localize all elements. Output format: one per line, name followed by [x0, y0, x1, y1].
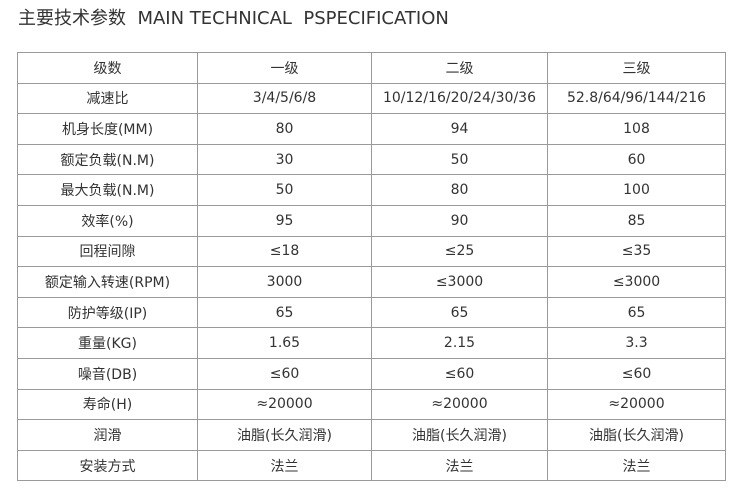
cell: 65: [197, 296, 372, 329]
cell: 30: [197, 143, 372, 176]
cell: 60: [547, 143, 726, 176]
cell: 噪音(DB): [17, 357, 198, 390]
cell: ≤3000: [547, 266, 726, 298]
cell: 效率(%): [17, 204, 198, 237]
cell: 50: [371, 143, 548, 176]
table-row: 润滑 油脂(长久润滑) 油脂(长久润滑) 油脂(长久润滑): [17, 419, 726, 451]
cell: 油脂(长久润滑): [547, 419, 726, 451]
cell: 80: [197, 113, 372, 145]
table-row: 效率(%) 95 90 85: [17, 204, 726, 237]
cell: ≤60: [197, 357, 372, 390]
cell: ≤25: [371, 235, 548, 268]
cell: 二级: [371, 52, 548, 84]
cell: ≈20000: [547, 388, 726, 421]
cell: 防护等级(IP): [17, 296, 198, 329]
table-row: 机身长度(MM) 80 94 108: [17, 113, 726, 145]
cell: 65: [371, 296, 548, 329]
cell: 1.65: [197, 327, 372, 359]
cell: 最大负载(N.M): [17, 174, 198, 206]
cell: 52.8/64/96/144/216: [547, 82, 726, 115]
cell: 法兰: [371, 449, 548, 482]
cell: 3000: [197, 266, 372, 298]
cell: 85: [547, 204, 726, 237]
cell: 一级: [197, 52, 372, 84]
cell: 额定输入转速(RPM): [17, 266, 198, 298]
cell: ≤60: [371, 357, 548, 390]
cell: ≤60: [547, 357, 726, 390]
cell: 108: [547, 113, 726, 145]
cell: 级数: [17, 52, 198, 84]
table-row: 最大负载(N.M) 50 80 100: [17, 174, 726, 206]
cell: 90: [371, 204, 548, 237]
cell: 油脂(长久润滑): [371, 419, 548, 451]
cell: 寿命(H): [17, 388, 198, 421]
table-row: 减速比 3/4/5/6/8 10/12/16/20/24/30/36 52.8/64/…: [17, 82, 726, 115]
table-row: 额定负载(N.M) 30 50 60: [17, 143, 726, 176]
cell: ≤3000: [371, 266, 548, 298]
cell: 减速比: [17, 82, 198, 115]
cell: ≈20000: [197, 388, 372, 421]
cell: 法兰: [547, 449, 726, 482]
cell: 额定负载(N.M): [17, 143, 198, 176]
table-row: 噪音(DB) ≤60 ≤60 ≤60: [17, 357, 726, 390]
cell: 94: [371, 113, 548, 145]
table-row: 回程间隙 ≤18 ≤25 ≤35: [17, 235, 726, 268]
table-row: 额定输入转速(RPM) 3000 ≤3000 ≤3000: [17, 266, 726, 298]
cell: 95: [197, 204, 372, 237]
cell: 3.3: [547, 327, 726, 359]
cell: 2.15: [371, 327, 548, 359]
table-row: 寿命(H) ≈20000 ≈20000 ≈20000: [17, 388, 726, 421]
cell: 80: [371, 174, 548, 206]
cell: ≤18: [197, 235, 372, 268]
table-row: 防护等级(IP) 65 65 65: [17, 296, 726, 329]
cell: 100: [547, 174, 726, 206]
cell: ≈20000: [371, 388, 548, 421]
cell: 10/12/16/20/24/30/36: [371, 82, 548, 115]
cell: 重量(KG): [17, 327, 198, 359]
cell: ≤35: [547, 235, 726, 268]
cell: 50: [197, 174, 372, 206]
cell: 机身长度(MM): [17, 113, 198, 145]
cell: 65: [547, 296, 726, 329]
title: 主要技术参数 MAIN TECHNICAL PSPECIFICATION: [18, 8, 449, 29]
table-row: 重量(KG) 1.65 2.15 3.3: [17, 327, 726, 359]
cell: 油脂(长久润滑): [197, 419, 372, 451]
cell: 安装方式: [17, 449, 198, 482]
cell: 回程间隙: [17, 235, 198, 268]
cell: 法兰: [197, 449, 372, 482]
table-row: 安装方式 法兰 法兰 法兰: [17, 449, 726, 482]
cell: 3/4/5/6/8: [197, 82, 372, 115]
header-row: 级数 一级 二级 三级: [17, 52, 726, 84]
spec-table: 级数 一级 二级 三级 减速比 3/4/5/6/8 10/12/16/20/24/30/36…: [17, 52, 726, 482]
cell: 三级: [547, 52, 726, 84]
cell: 润滑: [17, 419, 198, 451]
